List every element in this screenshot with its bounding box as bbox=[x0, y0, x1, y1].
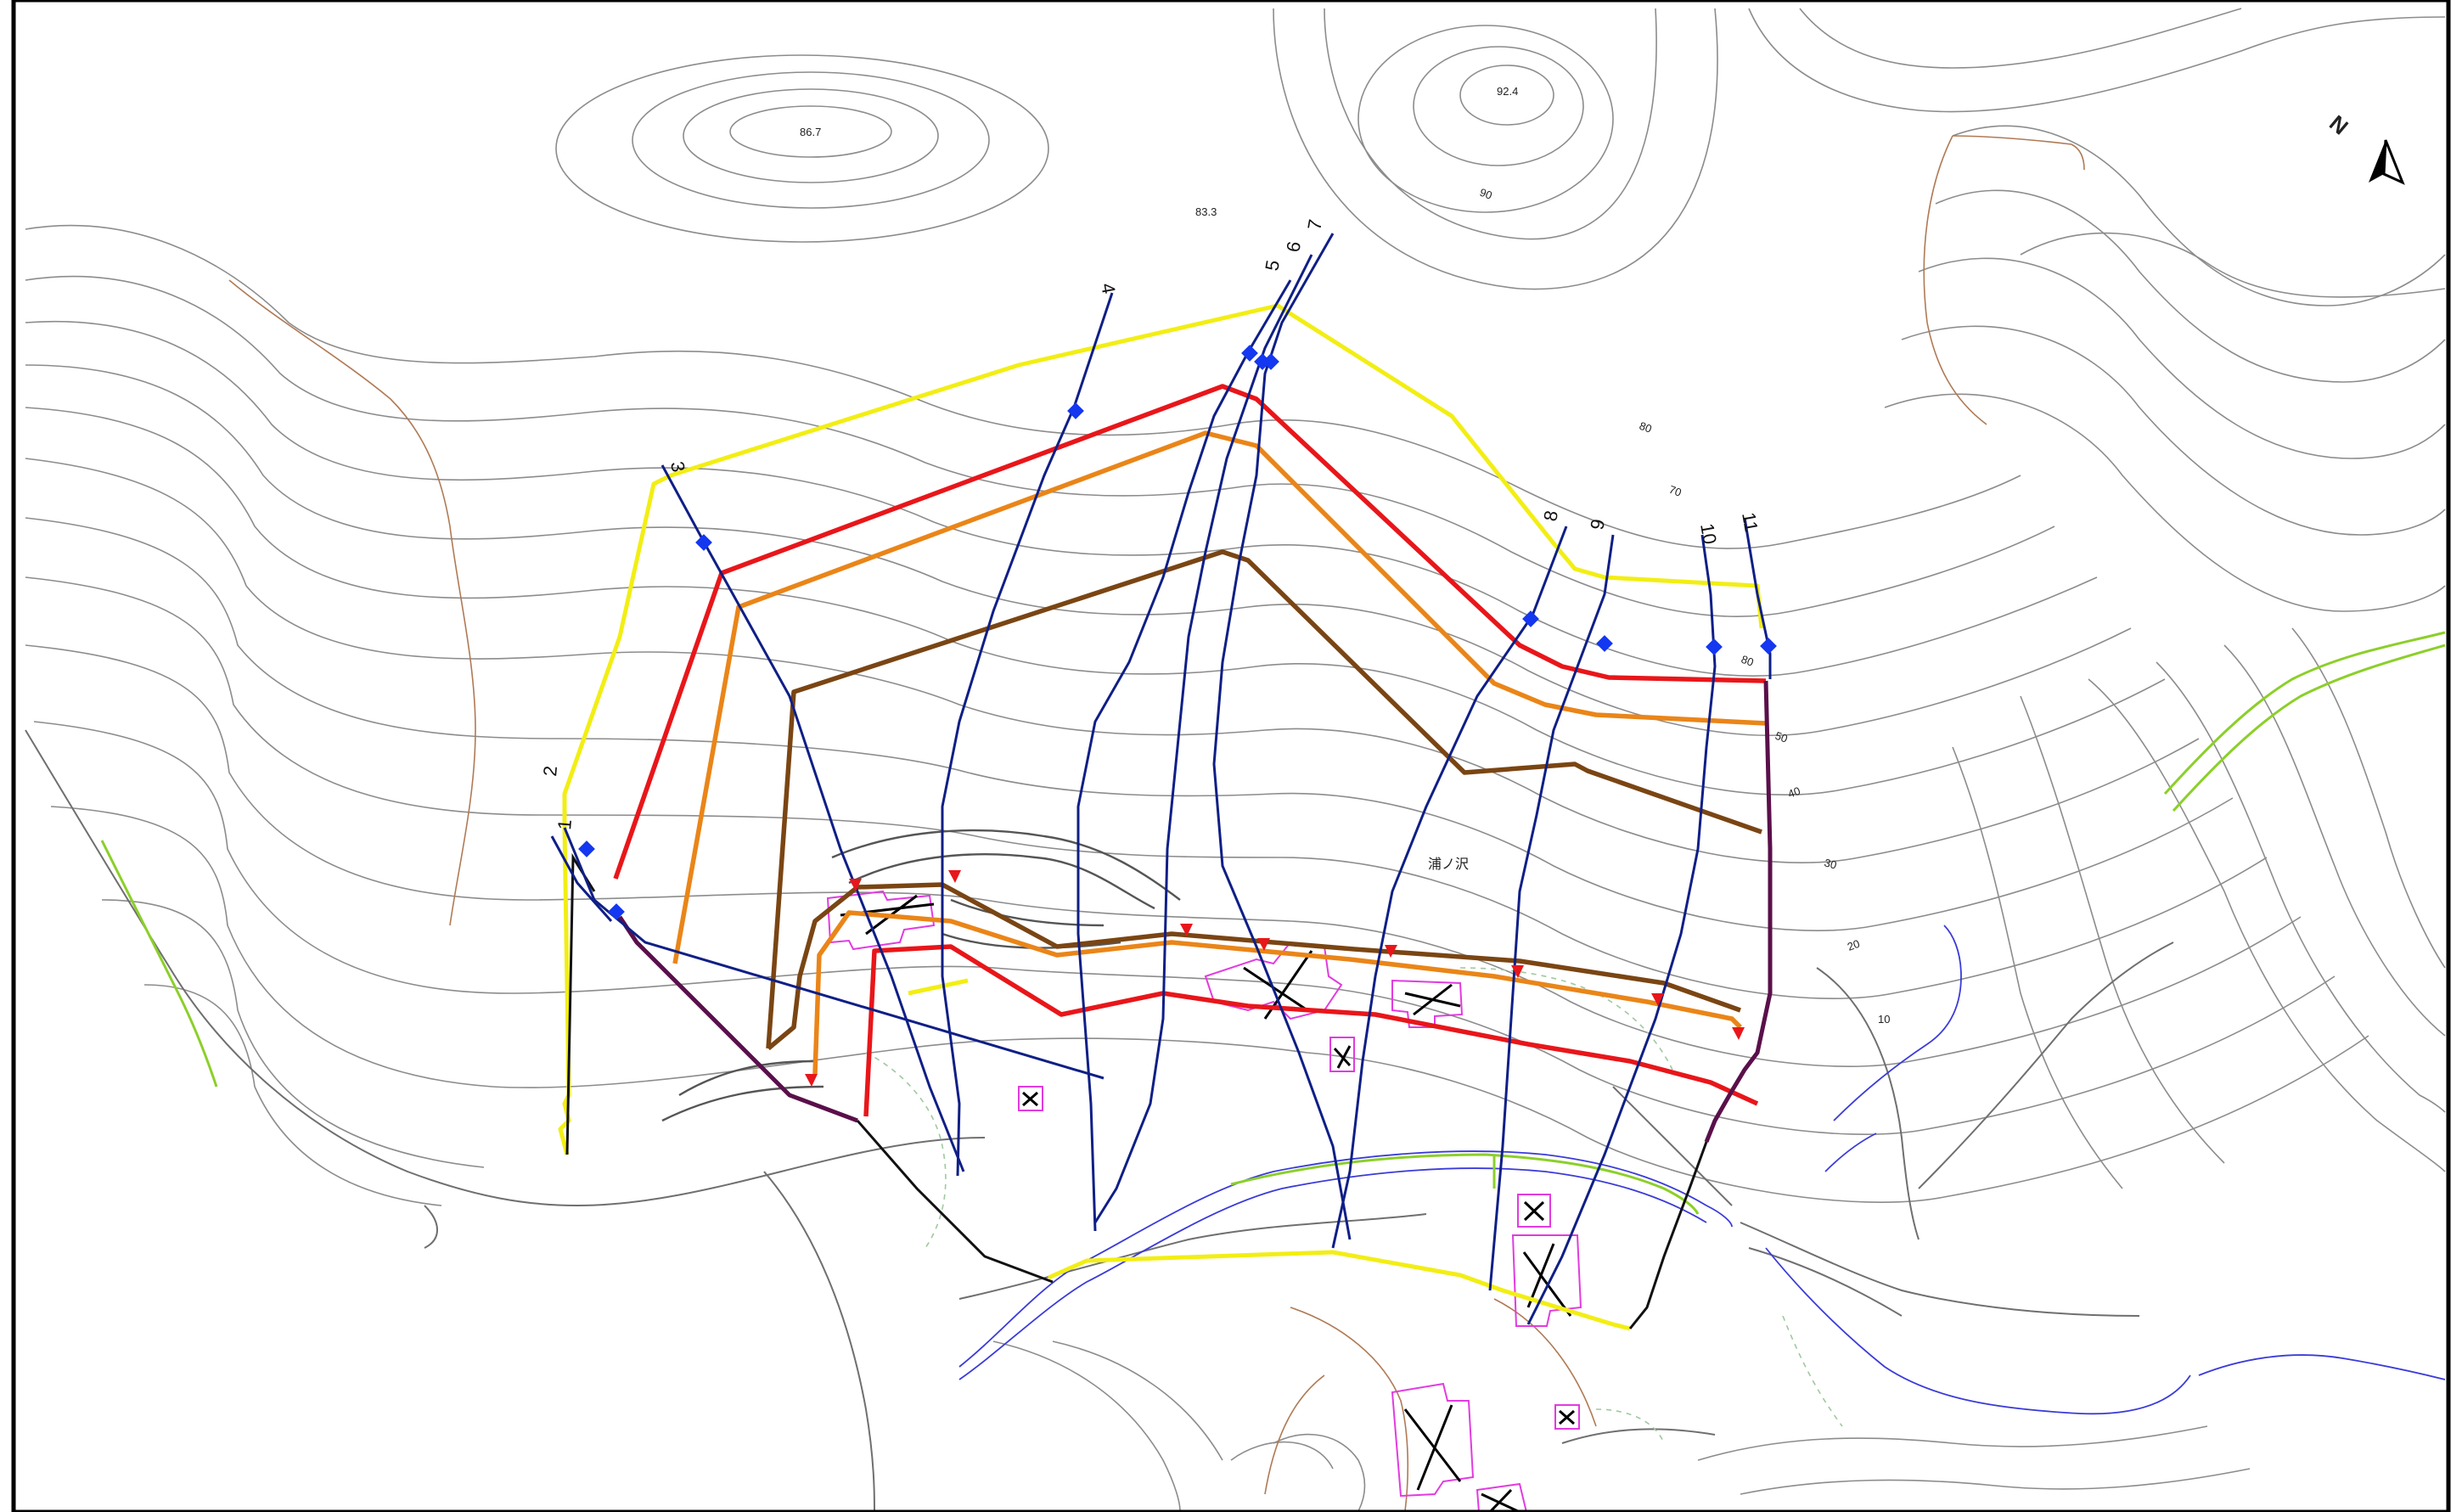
flow-number-11: 11 bbox=[1738, 511, 1762, 534]
flow-line-4 bbox=[941, 292, 1114, 1177]
contour-label-90: 90 bbox=[1478, 186, 1494, 202]
zone-red-boundary bbox=[613, 384, 1767, 1117]
buildings bbox=[826, 890, 1582, 1512]
stream bbox=[100, 631, 2446, 1415]
zone-brown-boundary bbox=[766, 549, 1762, 1051]
flow-line-10 bbox=[1526, 534, 1717, 1325]
contour-label-50: 50 bbox=[1773, 729, 1790, 745]
flow-line-8 bbox=[1331, 526, 1568, 1249]
minor-paths bbox=[228, 135, 2085, 1512]
contour-label-20: 20 bbox=[1846, 937, 1862, 953]
elevation-peak-west: 86.7 bbox=[800, 126, 821, 138]
elevation-saddle: 83.3 bbox=[1195, 205, 1217, 218]
flow-number-9: 9 bbox=[1586, 517, 1609, 531]
flow-line-11 bbox=[1743, 517, 1772, 679]
contour-lines bbox=[25, 8, 2446, 1512]
contour-label-80a: 80 bbox=[1638, 419, 1654, 436]
zone-yellow-boundary bbox=[558, 303, 1764, 1155]
markers bbox=[578, 345, 1777, 1087]
contour-label-80b: 80 bbox=[1740, 653, 1756, 669]
flow-line-6 bbox=[1093, 254, 1313, 1223]
flow-number-5: 5 bbox=[1261, 258, 1284, 272]
flow-number-2: 2 bbox=[539, 765, 561, 777]
contour-label-40: 40 bbox=[1786, 784, 1802, 801]
zone-orange-boundary bbox=[672, 430, 1767, 1075]
flow-number-6: 6 bbox=[1282, 239, 1305, 253]
map-frame bbox=[11, 0, 2451, 1512]
flow-line-1 bbox=[563, 827, 1105, 1080]
flow-line-9 bbox=[1488, 534, 1615, 1291]
place-name: 浦ノ沢 bbox=[1428, 857, 1469, 872]
contour-label-70: 70 bbox=[1667, 483, 1683, 499]
flow-number-4: 4 bbox=[1097, 282, 1120, 295]
flow-number-8: 8 bbox=[1539, 509, 1562, 522]
flow-line-5 bbox=[1076, 279, 1292, 1232]
contour-label-30: 30 bbox=[1823, 856, 1838, 871]
elevation-labels: 86.7 92.4 83.3 90 80 70 80 50 40 30 20 1… bbox=[800, 85, 1890, 1026]
flow-number-7: 7 bbox=[1303, 217, 1326, 231]
hazard-zones bbox=[558, 303, 1773, 1331]
flow-number-1: 1 bbox=[554, 818, 576, 830]
contour-label-10: 10 bbox=[1878, 1013, 1890, 1026]
flow-number-3: 3 bbox=[666, 460, 689, 474]
flow-line-numbers: 1 2 3 4 5 6 7 8 9 10 11 bbox=[539, 217, 1762, 830]
flow-line-2 bbox=[550, 835, 613, 922]
flow-number-10: 10 bbox=[1696, 522, 1721, 546]
elevation-peak-east: 92.4 bbox=[1497, 85, 1518, 98]
